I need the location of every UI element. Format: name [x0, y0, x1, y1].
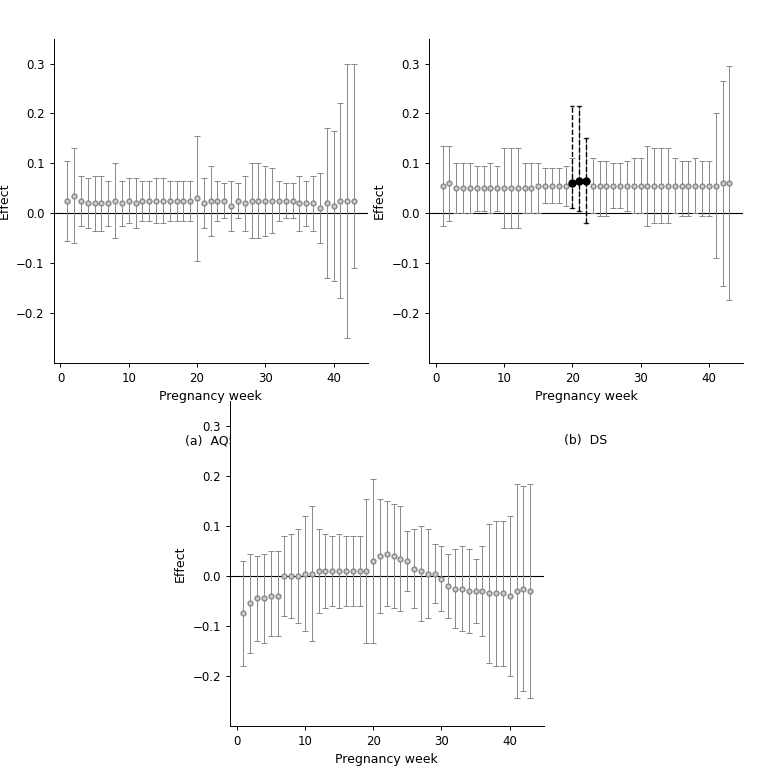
X-axis label: Pregnancy week: Pregnancy week — [159, 391, 262, 404]
Text: (b)  DS: (b) DS — [565, 434, 607, 447]
Y-axis label: Effect: Effect — [174, 545, 187, 582]
X-axis label: Pregnancy week: Pregnancy week — [336, 753, 438, 767]
Y-axis label: Effect: Effect — [0, 182, 11, 219]
X-axis label: Pregnancy week: Pregnancy week — [535, 391, 637, 404]
Text: (a)  AQS: (a) AQS — [185, 434, 237, 447]
Y-axis label: Effect: Effect — [373, 182, 386, 219]
